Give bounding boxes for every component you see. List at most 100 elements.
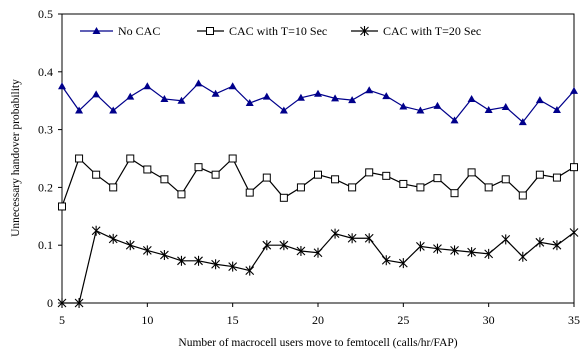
data-point-cac-t10: [262, 173, 271, 182]
data-point-cac-t10: [194, 163, 203, 172]
data-point-cac-t10: [314, 170, 322, 179]
y-tick-label: 0.1: [38, 238, 53, 252]
data-point-no-cac: [484, 105, 493, 113]
data-point-no-cac: [279, 106, 288, 114]
x-tick-label: 20: [312, 313, 324, 327]
data-point-cac-t10: [331, 175, 340, 184]
data-point-cac-t20: [228, 261, 238, 272]
data-point-cac-t10: [348, 183, 357, 192]
data-point-cac-t10: [245, 188, 254, 197]
data-point-no-cac: [143, 82, 152, 90]
y-axis: 0 0.1 0.2 0.3 0.4 0.5: [38, 7, 62, 310]
data-point-cac-t20: [501, 234, 511, 245]
x-tick-label: 30: [483, 313, 495, 327]
data-point-cac-t10: [501, 175, 510, 184]
data-point-cac-t20: [142, 245, 152, 256]
data-point-no-cac: [433, 101, 442, 109]
data-point-no-cac: [535, 96, 544, 104]
data-point-cac-t20: [125, 240, 135, 251]
data-point-no-cac: [467, 94, 476, 102]
data-point-no-cac: [194, 79, 203, 87]
data-point-cac-t10: [382, 171, 391, 180]
data-point-no-cac: [314, 89, 322, 97]
legend-marker-no-cac: [92, 27, 101, 34]
data-point-no-cac: [501, 103, 510, 111]
data-point-no-cac: [416, 106, 425, 114]
data-point-cac-t10: [296, 183, 305, 192]
x-tick-label: 25: [397, 313, 409, 327]
legend-marker-cac-t20: [360, 26, 369, 36]
data-point-cac-t10: [143, 165, 152, 174]
data-point-no-cac: [570, 86, 578, 94]
data-point-no-cac: [518, 118, 527, 126]
data-point-cac-t20: [313, 247, 323, 258]
data-point-no-cac: [382, 92, 391, 100]
plot-area: [61, 13, 575, 304]
data-point-cac-t20: [535, 237, 545, 248]
legend-marker-cac-t10: [206, 27, 214, 35]
y-axis-label: Unnecessary handover probability: [10, 79, 22, 237]
data-point-cac-t10: [160, 175, 169, 184]
data-point-cac-t20: [484, 248, 494, 259]
y-tick-label: 0: [47, 296, 53, 310]
data-point-cac-t20: [433, 243, 442, 254]
data-point-no-cac: [75, 106, 84, 114]
data-point-cac-t10: [228, 154, 237, 163]
y-tick-label: 0.5: [38, 7, 53, 21]
data-point-no-cac: [450, 116, 459, 124]
data-point-no-cac: [331, 94, 340, 102]
data-point-no-cac: [552, 105, 561, 113]
data-point-no-cac: [399, 102, 408, 110]
data-point-cac-t20: [160, 250, 169, 261]
data-point-no-cac: [245, 99, 254, 107]
data-point-cac-t20: [177, 255, 186, 266]
data-point-no-cac: [126, 92, 135, 100]
x-axis-label: Number of macrocell users move to femtoc…: [178, 337, 457, 349]
legend-label-cac-t20: CAC with T=20 Sec: [383, 24, 481, 38]
data-point-cac-t10: [92, 170, 101, 179]
data-point-cac-t10: [484, 183, 493, 192]
data-point-no-cac: [211, 89, 220, 97]
data-point-cac-t20: [569, 227, 579, 238]
data-point-cac-t10: [279, 193, 288, 202]
data-point-cac-t20: [91, 225, 101, 236]
data-point-cac-t20: [364, 233, 374, 244]
data-point-cac-t20: [381, 255, 391, 266]
data-point-cac-t20: [467, 247, 476, 258]
data-point-cac-t10: [177, 190, 186, 199]
data-point-cac-t10: [518, 191, 527, 200]
data-point-cac-t20: [262, 240, 272, 251]
data-point-cac-t10: [58, 202, 66, 211]
x-tick-label: 35: [568, 313, 580, 327]
data-point-cac-t10: [399, 179, 408, 188]
data-point-cac-t10: [365, 168, 374, 177]
x-tick-label: 5: [59, 313, 65, 327]
x-tick-label: 10: [141, 313, 153, 327]
data-point-no-cac: [296, 93, 305, 101]
data-point-no-cac: [109, 106, 118, 114]
data-point-no-cac: [348, 96, 357, 104]
y-tick-label: 0.3: [38, 123, 53, 137]
legend: No CAC CAC with T=10 Sec CAC with T=20 S…: [80, 24, 481, 38]
data-point-cac-t20: [57, 298, 67, 308]
x-tick-label: 15: [227, 313, 239, 327]
legend-label-cac-t10: CAC with T=10 Sec: [229, 24, 327, 38]
data-point-cac-t20: [296, 245, 306, 256]
x-axis: 5 10 15 20 25 30 35: [59, 303, 580, 327]
data-point-no-cac: [262, 92, 271, 100]
data-point-cac-t10: [450, 189, 459, 198]
data-point-no-cac: [177, 96, 186, 104]
data-point-cac-t20: [74, 298, 84, 308]
series-layer: [57, 79, 579, 308]
data-point-cac-t10: [416, 183, 425, 192]
data-point-cac-t20: [211, 259, 220, 270]
data-point-cac-t10: [126, 154, 135, 163]
legend-label-no-cac: No CAC: [118, 24, 160, 38]
y-tick-label: 0.2: [38, 180, 53, 194]
data-point-cac-t10: [535, 170, 544, 179]
data-point-cac-t20: [518, 251, 528, 262]
data-point-cac-t20: [108, 233, 118, 244]
data-point-cac-t20: [279, 240, 289, 251]
data-point-cac-t10: [570, 163, 578, 172]
y-tick-label: 0.4: [38, 65, 53, 79]
